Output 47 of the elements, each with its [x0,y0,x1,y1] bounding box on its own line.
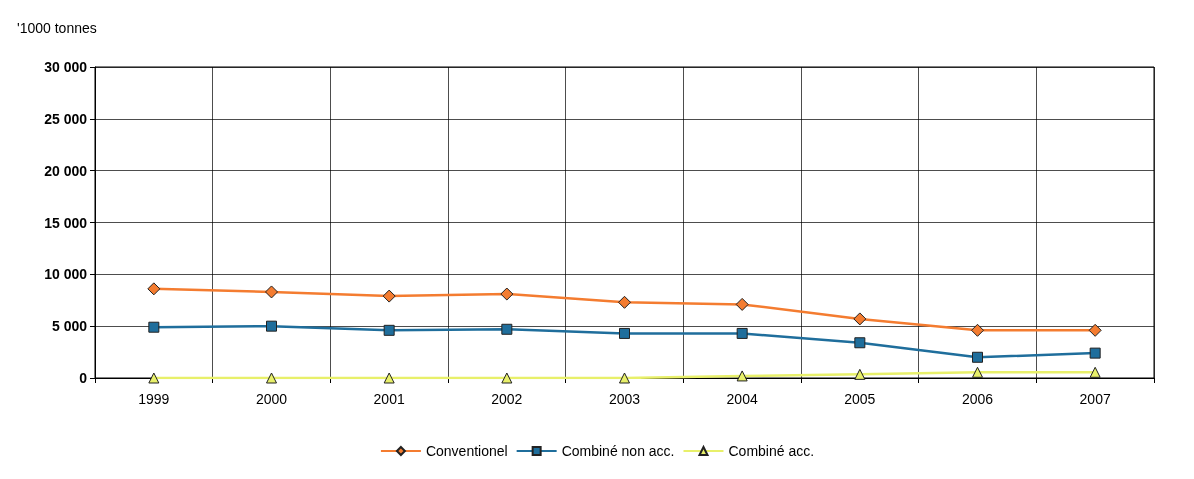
point [735,297,749,311]
point [148,321,160,333]
point [147,282,161,296]
point [382,289,396,303]
point [972,366,983,378]
point [148,372,160,384]
y-tick-label: 15 000 [44,214,88,231]
point [1089,366,1101,378]
point [266,320,277,332]
legend-label: Combiné non acc. [561,443,675,459]
y-tick-label: 5 000 [51,318,88,335]
y-tick-label: 30 000 [44,59,88,75]
y-tick-label: 0 [79,370,88,386]
x-tick-label: 1999 [138,391,170,407]
legend-label: Combiné acc. [728,443,815,459]
x-tick-label: 2004 [726,391,758,407]
point [618,295,631,309]
point [972,351,983,363]
point [854,368,866,380]
y-axis-title: '1000 tonnes [17,20,97,36]
x-tick-label: 2007 [1079,391,1111,407]
x-tick-label: 2003 [608,391,641,407]
x-tick-label: 2006 [961,391,994,407]
point [383,324,395,336]
point [736,370,748,382]
point [1089,347,1101,359]
point [501,372,513,384]
x-tick-label: 2002 [491,391,523,407]
y-tick-label: 20 000 [44,162,88,179]
point [501,323,513,335]
point [265,285,278,299]
point [736,327,748,339]
point [971,323,984,337]
point [619,372,630,384]
y-tick-label: 25 000 [44,110,88,127]
point [853,312,867,326]
y-tick-label: 10 000 [44,266,88,283]
x-tick-label: 2000 [255,391,288,407]
point [854,337,866,349]
x-tick-label: 2001 [373,391,405,407]
point [1088,323,1102,337]
point [383,372,395,384]
x-tick-label: 2005 [844,391,876,407]
point [266,372,277,384]
legend-label: Conventionel [425,443,508,459]
point [500,287,514,301]
point [619,327,630,339]
